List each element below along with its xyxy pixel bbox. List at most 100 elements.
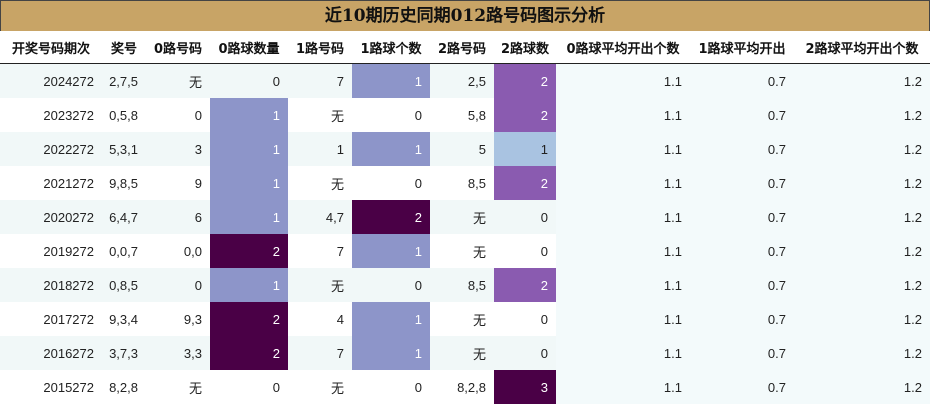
numbers-cell: 9,8,5 <box>102 166 146 200</box>
table-row: 2017272 9,3,4 9,3 2 4 1 无 0 1.1 0.7 1.2 <box>0 302 930 336</box>
col-header-route0[interactable]: 0路号码 <box>146 31 210 64</box>
numbers-cell: 0,0,7 <box>102 234 146 268</box>
route2-avg-cell: 1.2 <box>794 166 930 200</box>
numbers-cell: 3,7,3 <box>102 336 146 370</box>
col-header-route0-count[interactable]: 0路球数量 <box>210 31 288 64</box>
route0-cell: 3,3 <box>146 336 210 370</box>
table-row: 2018272 0,8,5 0 1 无 0 8,5 2 1.1 0.7 1.2 <box>0 268 930 302</box>
route1-avg-cell: 0.7 <box>690 302 794 336</box>
route2-cell: 8,2,8 <box>430 370 494 404</box>
route2-cell: 5 <box>430 132 494 166</box>
col-header-route0-avg[interactable]: 0路球平均开出个数 <box>556 31 690 64</box>
route-analysis-table: 开奖号码期次 奖号 0路号码 0路球数量 1路号码 1路球个数 2路号码 2路球… <box>0 31 930 404</box>
route0-count-cell: 1 <box>210 200 288 234</box>
col-header-numbers[interactable]: 奖号 <box>102 31 146 64</box>
table-row: 2021272 9,8,5 9 1 无 0 8,5 2 1.1 0.7 1.2 <box>0 166 930 200</box>
col-header-route1[interactable]: 1路号码 <box>288 31 352 64</box>
route1-avg-cell: 0.7 <box>690 98 794 132</box>
route1-avg-cell: 0.7 <box>690 132 794 166</box>
col-header-route2-avg[interactable]: 2路球平均开出个数 <box>794 31 930 64</box>
route1-avg-cell: 0.7 <box>690 336 794 370</box>
route2-cell: 2,5 <box>430 63 494 98</box>
route1-cell: 7 <box>288 234 352 268</box>
route2-avg-cell: 1.2 <box>794 200 930 234</box>
route0-count-cell: 0 <box>210 370 288 404</box>
col-header-route1-count[interactable]: 1路球个数 <box>352 31 430 64</box>
col-header-route2-count[interactable]: 2路球数 <box>494 31 556 64</box>
route0-avg-cell: 1.1 <box>556 302 690 336</box>
period-cell: 2016272 <box>0 336 102 370</box>
route0-count-cell: 1 <box>210 132 288 166</box>
route1-count-cell: 1 <box>352 63 430 98</box>
route1-avg-cell: 0.7 <box>690 166 794 200</box>
route2-cell: 8,5 <box>430 166 494 200</box>
numbers-cell: 0,5,8 <box>102 98 146 132</box>
route0-cell: 无 <box>146 370 210 404</box>
route2-avg-cell: 1.2 <box>794 370 930 404</box>
route0-cell: 6 <box>146 200 210 234</box>
route2-avg-cell: 1.2 <box>794 268 930 302</box>
route1-avg-cell: 0.7 <box>690 234 794 268</box>
route0-count-cell: 2 <box>210 336 288 370</box>
route2-count-cell: 0 <box>494 336 556 370</box>
numbers-cell: 5,3,1 <box>102 132 146 166</box>
col-header-period[interactable]: 开奖号码期次 <box>0 31 102 64</box>
route1-cell: 4,7 <box>288 200 352 234</box>
route1-count-cell: 0 <box>352 268 430 302</box>
table-row: 2019272 0,0,7 0,0 2 7 1 无 0 1.1 0.7 1.2 <box>0 234 930 268</box>
table-row: 2016272 3,7,3 3,3 2 7 1 无 0 1.1 0.7 1.2 <box>0 336 930 370</box>
route2-count-cell: 2 <box>494 166 556 200</box>
route1-cell: 无 <box>288 268 352 302</box>
route0-avg-cell: 1.1 <box>556 98 690 132</box>
route2-avg-cell: 1.2 <box>794 132 930 166</box>
route2-avg-cell: 1.2 <box>794 234 930 268</box>
col-header-route1-avg[interactable]: 1路球平均开出 <box>690 31 794 64</box>
route1-count-cell: 0 <box>352 166 430 200</box>
route0-cell: 无 <box>146 63 210 98</box>
route1-avg-cell: 0.7 <box>690 370 794 404</box>
route2-count-cell: 0 <box>494 200 556 234</box>
route2-cell: 8,5 <box>430 268 494 302</box>
numbers-cell: 6,4,7 <box>102 200 146 234</box>
route0-count-cell: 0 <box>210 63 288 98</box>
route0-count-cell: 1 <box>210 268 288 302</box>
route0-avg-cell: 1.1 <box>556 63 690 98</box>
route2-count-cell: 2 <box>494 98 556 132</box>
route2-count-cell: 3 <box>494 370 556 404</box>
route1-cell: 无 <box>288 166 352 200</box>
col-header-route2[interactable]: 2路号码 <box>430 31 494 64</box>
route2-count-cell: 2 <box>494 63 556 98</box>
route1-count-cell: 1 <box>352 132 430 166</box>
route0-avg-cell: 1.1 <box>556 268 690 302</box>
numbers-cell: 9,3,4 <box>102 302 146 336</box>
route0-cell: 3 <box>146 132 210 166</box>
route2-count-cell: 0 <box>494 234 556 268</box>
route2-avg-cell: 1.2 <box>794 98 930 132</box>
period-cell: 2018272 <box>0 268 102 302</box>
route2-cell: 5,8 <box>430 98 494 132</box>
route0-count-cell: 2 <box>210 302 288 336</box>
route1-cell: 7 <box>288 63 352 98</box>
numbers-cell: 8,2,8 <box>102 370 146 404</box>
route0-cell: 9 <box>146 166 210 200</box>
route1-count-cell: 1 <box>352 302 430 336</box>
route1-cell: 无 <box>288 370 352 404</box>
route2-count-cell: 0 <box>494 302 556 336</box>
route2-avg-cell: 1.2 <box>794 63 930 98</box>
route0-count-cell: 1 <box>210 166 288 200</box>
route1-cell: 无 <box>288 98 352 132</box>
table-row: 2015272 8,2,8 无 0 无 0 8,2,8 3 1.1 0.7 1.… <box>0 370 930 404</box>
numbers-cell: 0,8,5 <box>102 268 146 302</box>
route1-count-cell: 0 <box>352 370 430 404</box>
route1-avg-cell: 0.7 <box>690 200 794 234</box>
route1-cell: 1 <box>288 132 352 166</box>
table-row: 2024272 2,7,5 无 0 7 1 2,5 2 1.1 0.7 1.2 <box>0 63 930 98</box>
route2-avg-cell: 1.2 <box>794 302 930 336</box>
route0-cell: 9,3 <box>146 302 210 336</box>
period-cell: 2019272 <box>0 234 102 268</box>
period-cell: 2024272 <box>0 63 102 98</box>
route2-cell: 无 <box>430 302 494 336</box>
period-cell: 2017272 <box>0 302 102 336</box>
route2-cell: 无 <box>430 336 494 370</box>
route0-cell: 0 <box>146 98 210 132</box>
